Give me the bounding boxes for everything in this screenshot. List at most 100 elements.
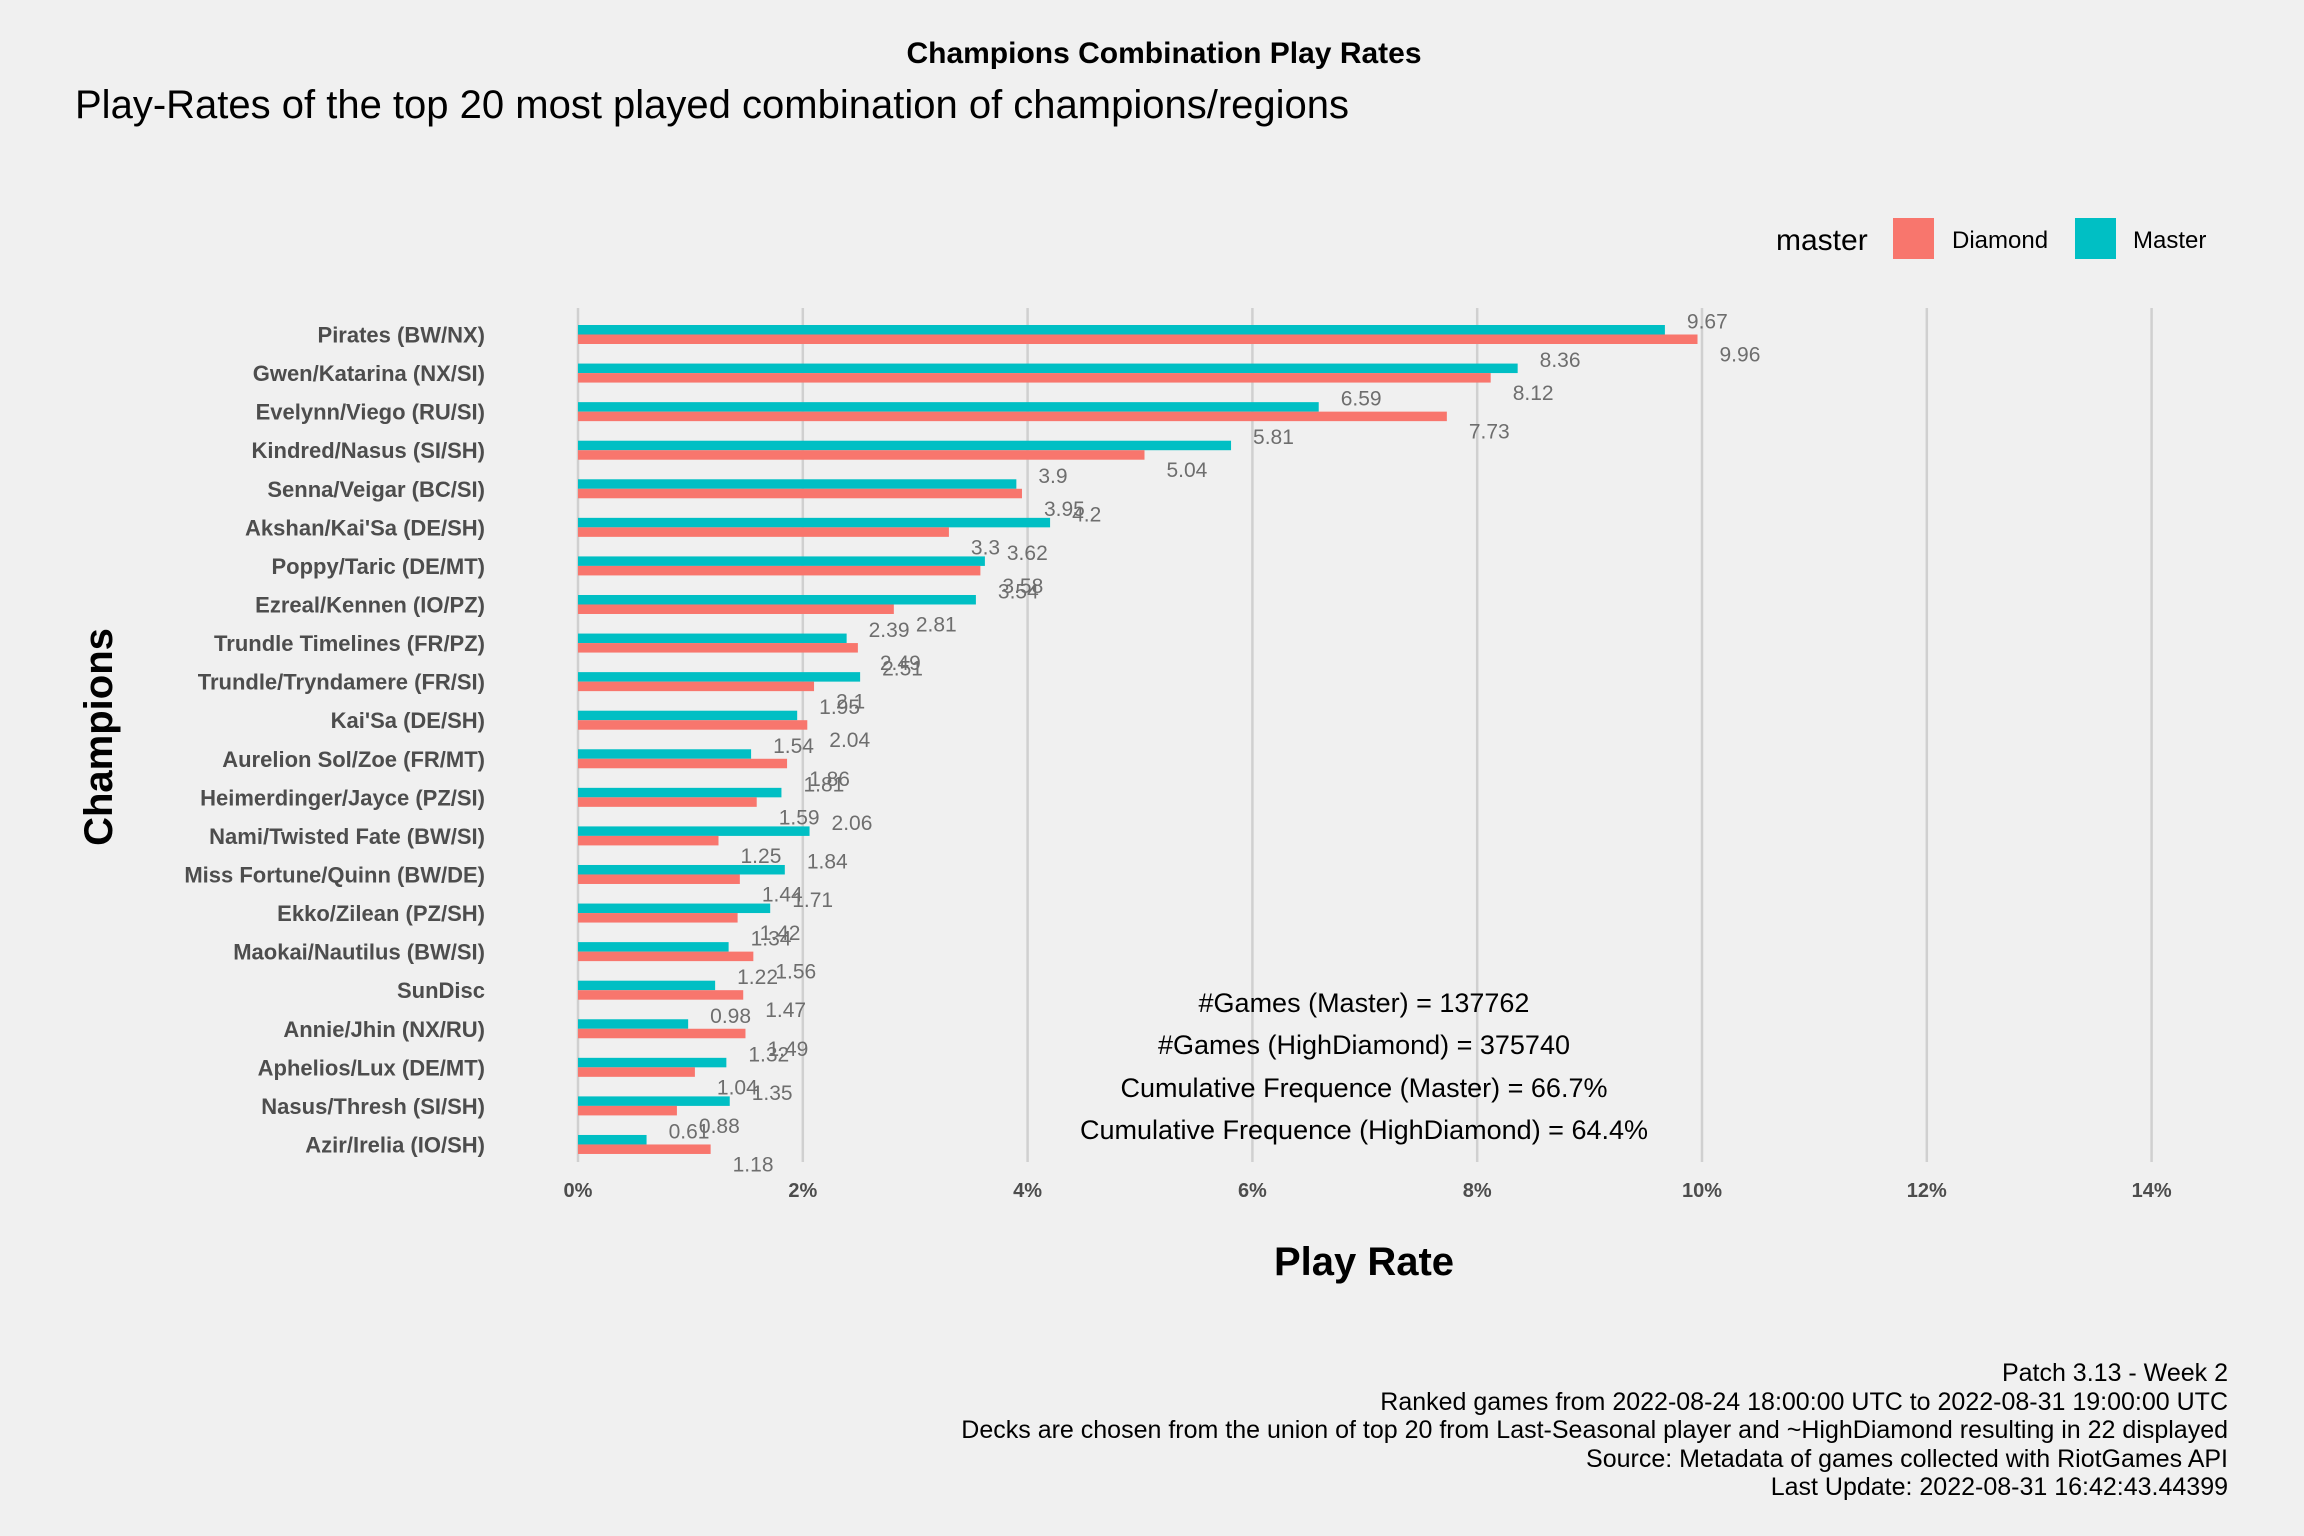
bar-diamond-trundle-tryndamere-fr-si bbox=[578, 681, 815, 692]
bar-label-master: 0.98 bbox=[710, 1005, 751, 1028]
bar-label-diamond: 1.59 bbox=[779, 806, 820, 829]
y-tick-label: Pirates (BW/NX) bbox=[318, 323, 485, 348]
y-tick-label: Ekko/Zilean (PZ/SH) bbox=[277, 901, 485, 926]
bar-master-ezreal-kennen-io-pz bbox=[578, 594, 976, 605]
caption: Patch 3.13 - Week 2 Ranked games from 20… bbox=[961, 1359, 2228, 1501]
bar-diamond-aphelios-lux-de-mt bbox=[578, 1067, 695, 1077]
bar-label-master: 4.2 bbox=[1072, 503, 1101, 526]
bars bbox=[578, 325, 1698, 1154]
y-tick-label: Evelynn/Viego (RU/SI) bbox=[256, 400, 485, 425]
bar-diamond-pirates-bw-nx bbox=[578, 334, 1698, 344]
legend-title: master bbox=[1776, 224, 1868, 257]
y-tick-label: Aphelios/Lux (DE/MT) bbox=[258, 1055, 485, 1080]
bar-diamond-nasus-thresh-si-sh bbox=[578, 1105, 677, 1116]
bar-label-master: 5.81 bbox=[1253, 426, 1294, 449]
bar-label-diamond: 2.81 bbox=[916, 613, 957, 636]
bar-label-master: 2.39 bbox=[869, 619, 910, 642]
bar-master-azir-irelia-io-sh bbox=[578, 1134, 647, 1145]
bar-diamond-gwen-katarina-nx-si bbox=[578, 373, 1491, 383]
bar-label-diamond: 1.18 bbox=[733, 1153, 774, 1176]
y-tick-label: Kai'Sa (DE/SH) bbox=[331, 708, 485, 733]
y-tick-label: Annie/Jhin (NX/RU) bbox=[283, 1017, 485, 1042]
bar-label-master: 3.9 bbox=[1038, 465, 1067, 488]
bar-label-diamond: 1.47 bbox=[765, 999, 806, 1022]
bar-label-diamond: 5.04 bbox=[1166, 459, 1207, 482]
bar-label-master: 1.35 bbox=[752, 1082, 793, 1105]
bar-label-master: 3.62 bbox=[1007, 542, 1048, 565]
bar-master-trundle-tryndamere-fr-si bbox=[578, 672, 861, 682]
bar-master-kindred-nasus-si-sh bbox=[578, 440, 1232, 451]
bar-label-master: 9.67 bbox=[1687, 311, 1728, 334]
y-tick-label: Azir/Irelia (IO/SH) bbox=[305, 1132, 485, 1157]
x-tick-labels: 0% 2% 4% 6% 8% 10% 12% 14% bbox=[564, 1180, 2172, 1202]
legend-swatch-master bbox=[2075, 218, 2116, 259]
bar-diamond-evelynn-viego-ru-si bbox=[578, 411, 1447, 422]
bar-label-diamond: 1.42 bbox=[760, 922, 801, 945]
bar-label-master: 1.54 bbox=[773, 735, 814, 758]
bar-label-diamond: 3.95 bbox=[1044, 498, 1085, 521]
bar-value-labels: 9.67 9.96 8.36 8.12 6.59 7.73 5.81 5.04 3.9 3.954… bbox=[669, 311, 1761, 1177]
bar-label-diamond: 1.04 bbox=[717, 1076, 758, 1099]
bar-label-diamond: 8.12 bbox=[1513, 382, 1554, 405]
bar-label-diamond: 7.73 bbox=[1469, 421, 1510, 444]
x-tick-label: 6% bbox=[1238, 1180, 1267, 1202]
bar-master-kai-sa-de-sh bbox=[578, 710, 798, 721]
bar-label-diamond: 9.96 bbox=[1720, 344, 1761, 367]
bar-diamond-kindred-nasus-si-sh bbox=[578, 450, 1145, 460]
bar-label-master: 1.34 bbox=[751, 928, 792, 951]
x-tick-label: 2% bbox=[788, 1180, 817, 1202]
bar-master-annie-jhin-nx-ru bbox=[578, 1019, 689, 1029]
bar-diamond-miss-fortune-quinn-bw-de bbox=[578, 874, 740, 884]
bar-diamond-heimerdinger-jayce-pz-si bbox=[578, 797, 757, 807]
x-tick-label: 8% bbox=[1463, 1180, 1492, 1202]
bar-label-diamond: 1.86 bbox=[809, 768, 850, 791]
y-tick-label: Aurelion Sol/Zoe (FR/MT) bbox=[222, 747, 485, 772]
bar-label-master: 6.59 bbox=[1341, 388, 1382, 411]
bar-diamond-poppy-taric-de-mt bbox=[578, 565, 981, 576]
bar-master-ekko-zilean-pz-sh bbox=[578, 903, 771, 914]
y-tick-label: Nasus/Thresh (SI/SH) bbox=[261, 1094, 485, 1119]
bar-diamond-annie-jhin-nx-ru bbox=[578, 1028, 746, 1039]
x-axis-label: Play Rate bbox=[1274, 1240, 1454, 1284]
bar-diamond-sundisc bbox=[578, 990, 744, 1000]
caption-line-4: Source: Metadata of games collected with… bbox=[1586, 1445, 2228, 1473]
stats-cumfreq-master: Cumulative Frequence (Master) = 66.7% bbox=[1121, 1073, 1608, 1103]
x-tick-label: 4% bbox=[1013, 1180, 1042, 1202]
y-tick-label: Trundle Timelines (FR/PZ) bbox=[214, 631, 485, 656]
bar-label-master: 1.81 bbox=[803, 773, 844, 796]
caption-line-2: Ranked games from 2022-08-24 18:00:00 UT… bbox=[1380, 1388, 2228, 1416]
y-tick-label: Kindred/Nasus (SI/SH) bbox=[252, 438, 485, 463]
bar-label-diamond: 2.1 bbox=[836, 691, 865, 714]
caption-line-3: Decks are chosen from the union of top 2… bbox=[961, 1416, 2228, 1444]
bar-diamond-maokai-nautilus-bw-si bbox=[578, 951, 754, 962]
bar-master-nasus-thresh-si-sh bbox=[578, 1096, 730, 1106]
bar-master-evelynn-viego-ru-si bbox=[578, 402, 1319, 412]
legend-label-master: Master bbox=[2133, 227, 2206, 254]
bar-diamond-ekko-zilean-pz-sh bbox=[578, 913, 738, 923]
bar-diamond-ezreal-kennen-io-pz bbox=[578, 604, 894, 614]
bar-diamond-azir-irelia-io-sh bbox=[578, 1144, 711, 1154]
y-tick-label: Gwen/Katarina (NX/SI) bbox=[253, 361, 485, 386]
bar-master-heimerdinger-jayce-pz-si bbox=[578, 787, 782, 798]
bar-diamond-trundle-timelines-fr-pz bbox=[578, 643, 858, 653]
y-tick-labels: Pirates (BW/NX) Gwen/Katarina (NX/SI) Evel… bbox=[184, 323, 485, 1158]
stats-games-highdiamond: #Games (HighDiamond) = 375740 bbox=[1158, 1030, 1570, 1060]
bar-label-diamond: 1.44 bbox=[762, 883, 803, 906]
bar-master-senna-veigar-bc-si bbox=[578, 479, 1017, 489]
bar-label-master: 3.54 bbox=[998, 580, 1039, 603]
bar-label-diamond: 1.49 bbox=[767, 1038, 808, 1061]
y-tick-label: Akshan/Kai'Sa (DE/SH) bbox=[245, 515, 485, 540]
legend-label-diamond: Diamond bbox=[1952, 227, 2048, 254]
caption-line-5: Last Update: 2022-08-31 16:42:43.44399 bbox=[1771, 1473, 2228, 1501]
x-tick-label: 0% bbox=[564, 1180, 593, 1202]
stats-cumfreq-highdiamond: Cumulative Frequence (HighDiamond) = 64.… bbox=[1080, 1115, 1648, 1145]
bar-diamond-aurelion-sol-zoe-fr-mt bbox=[578, 758, 788, 769]
y-tick-label: Nami/Twisted Fate (BW/SI) bbox=[209, 824, 485, 849]
stats-annotation: #Games (Master) = 137762 #Games (HighDia… bbox=[1080, 988, 1648, 1145]
y-tick-label: Maokai/Nautilus (BW/SI) bbox=[233, 940, 485, 965]
bar-label-master: 1.22 bbox=[737, 966, 778, 989]
bar-label-master: 1.32 bbox=[748, 1043, 789, 1066]
bar-label-master: 2.06 bbox=[832, 812, 873, 835]
bar-master-pirates-bw-nx bbox=[578, 325, 1665, 335]
